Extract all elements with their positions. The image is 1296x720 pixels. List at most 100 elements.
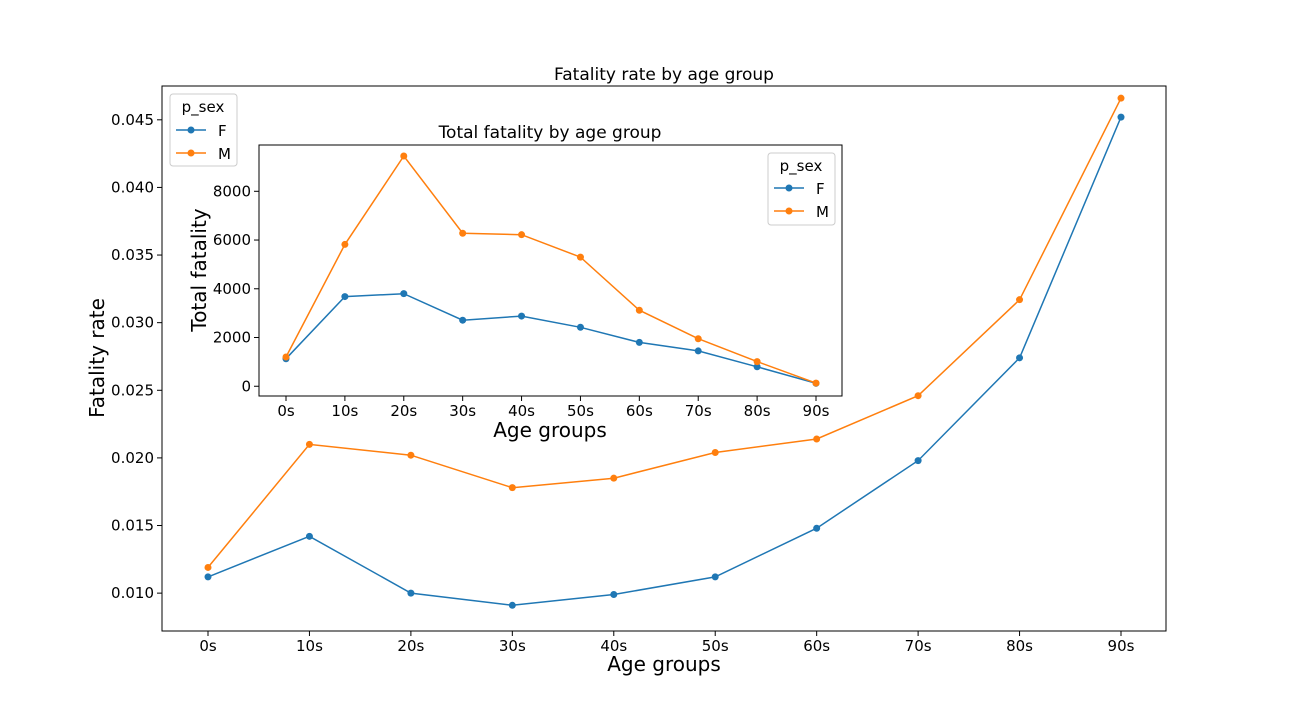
inset-x-tick-label: 90s [803,402,830,420]
main-x-tick-label: 60s [803,637,830,655]
main-y-axis-label: Fatality rate [85,298,109,418]
inset-legend-title: p_sex [780,157,823,176]
inset-point-m [282,353,290,361]
inset-point-m [459,229,467,237]
main-series-line-m [207,97,1122,568]
inset-x-axis-label: Age groups [493,418,607,442]
main-point-m [1117,94,1125,102]
inset-point-f [576,323,584,331]
main-point-m [305,440,313,448]
main-legend-label-f: F [218,122,227,140]
inset-point-m [576,253,584,261]
inset-plot-area [258,144,843,397]
inset-legend-box [767,152,836,226]
inset-series-line-f [285,292,817,385]
main-y-tick-label: 0.010 [111,584,154,602]
inset-point-m [635,306,643,314]
main-x-tick-label: 80s [1006,637,1033,655]
main-point-m [610,474,618,482]
main-x-tick-label: 90s [1108,637,1135,655]
inset-x-tick-label: 20s [390,402,417,420]
inset-y-tick-label: 4000 [213,280,251,298]
inset-series-lines [282,152,820,387]
main-point-f [1117,113,1125,121]
main-point-m [204,563,212,571]
main-x-tick-label: 20s [397,637,424,655]
main-point-f [508,601,516,609]
main-point-f [610,590,618,598]
inset-point-m [694,335,702,343]
inset-point-m [812,379,820,387]
main-point-m [813,435,821,443]
main-x-tick-label: 50s [702,637,729,655]
inset-x-tick-label: 10s [331,402,358,420]
inset-point-f [518,312,526,320]
main-point-m [1016,296,1024,304]
inset-point-f [341,293,349,301]
main-legend-marker-m [187,149,195,157]
inset-y-tick-label: 2000 [213,329,251,347]
main-y-tick-label: 0.020 [111,449,154,467]
main-x-tick-label: 0s [199,637,217,655]
main-legend-marker-f [187,126,195,134]
inset-legend-marker-m [785,207,793,215]
main-legend-title: p_sex [182,98,225,117]
main-y-tick-label: 0.045 [111,111,154,129]
inset-x-tick-label: 80s [744,402,771,420]
main-point-f [407,589,415,597]
main-axis-ticks: 0s 10s 20s 30s 40s 50s 60s 70s 80s 90s 0.010 0.015 0… [111,111,1135,655]
inset-y-axis-label: Total fatality [187,208,211,332]
main-x-tick-label: 10s [296,637,323,655]
inset-x-tick-label: 60s [626,402,653,420]
main-point-m [407,451,415,459]
inset-point-m [518,231,526,239]
main-series-lines [204,94,1125,609]
main-x-tick-label: 70s [905,637,932,655]
inset-series-line-m [285,154,817,384]
main-legend: p_sex F M [169,93,238,167]
main-point-f [711,573,719,581]
main-point-f [1016,354,1024,362]
inset-y-tick-label: 0 [241,377,251,395]
inset-x-tick-label: 40s [508,402,535,420]
inset-x-tick-label: 0s [277,402,295,420]
inset-point-f [694,347,702,355]
main-point-f [204,573,212,581]
inset-x-tick-label: 50s [567,402,594,420]
inset-chart: Total fatality by age group Age groups T… [187,123,843,442]
main-y-tick-label: 0.015 [111,517,154,535]
inset-legend-marker-f [785,184,793,192]
inset-y-tick-label: 6000 [213,231,251,249]
main-x-axis-label: Age groups [607,652,721,676]
inset-x-tick-label: 70s [685,402,712,420]
main-chart-title: Fatality rate by age group [554,65,774,85]
main-y-tick-label: 0.025 [111,381,154,399]
main-point-f [813,524,821,532]
inset-point-m [341,240,349,248]
main-y-tick-label: 0.030 [111,314,154,332]
inset-point-f [459,316,467,324]
inset-legend-label-f: F [816,180,825,198]
main-point-m [711,448,719,456]
main-x-tick-label: 30s [499,637,526,655]
inset-y-tick-label: 8000 [213,182,251,200]
inset-point-m [753,358,761,366]
main-x-tick-label: 40s [600,637,627,655]
inset-point-f [400,290,408,298]
inset-legend-label-m: M [816,203,829,221]
inset-axis-ticks: 0s 10s 20s 30s 40s 50s 60s 70s 80s 90s 0 2000 4000 60… [213,182,830,420]
main-point-m [508,484,516,492]
main-point-m [914,392,922,400]
main-legend-label-m: M [218,145,231,163]
inset-chart-title: Total fatality by age group [438,123,662,143]
main-y-tick-label: 0.035 [111,246,154,264]
main-y-tick-label: 0.040 [111,178,154,196]
main-point-f [305,532,313,540]
inset-point-f [753,363,761,371]
main-series-line-f [207,116,1122,607]
inset-x-tick-label: 30s [449,402,476,420]
inset-point-f [635,338,643,346]
main-point-f [914,457,922,465]
inset-legend: p_sex F M [767,152,836,226]
